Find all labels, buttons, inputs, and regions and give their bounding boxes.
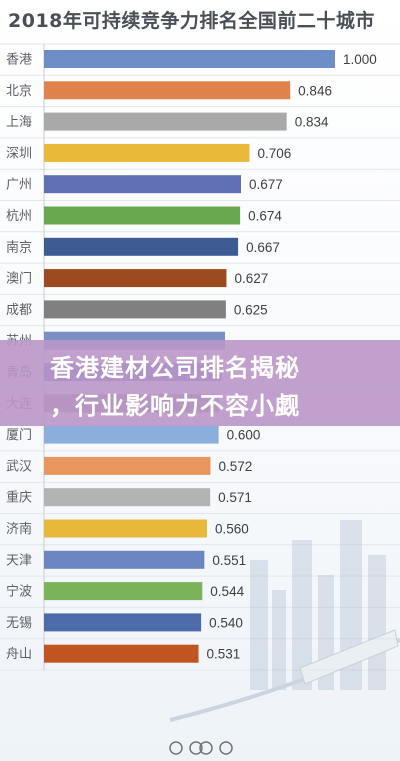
category-label: 天津 bbox=[6, 553, 32, 568]
train-icon bbox=[299, 629, 399, 685]
bike-wheel bbox=[169, 741, 183, 755]
skyline-building bbox=[272, 590, 286, 690]
category-label: 深圳 bbox=[6, 146, 32, 161]
bar bbox=[44, 237, 239, 256]
category-label: 广州 bbox=[6, 178, 32, 193]
bar bbox=[44, 112, 287, 131]
skyline-building bbox=[340, 520, 362, 690]
bar bbox=[44, 582, 203, 601]
bar bbox=[44, 613, 202, 632]
bike-wheel bbox=[189, 741, 203, 755]
bike-wheel bbox=[199, 741, 213, 755]
category-label: 成都 bbox=[6, 303, 32, 318]
cyclist-icon bbox=[169, 741, 233, 755]
bar bbox=[44, 143, 250, 162]
category-label: 澳门 bbox=[6, 271, 32, 287]
value-label: 0.834 bbox=[295, 115, 329, 130]
bar bbox=[44, 425, 219, 444]
category-label: 无锡 bbox=[6, 616, 32, 631]
value-label: 0.540 bbox=[209, 615, 243, 630]
category-label: 香港 bbox=[6, 53, 32, 68]
category-label: 杭州 bbox=[6, 209, 32, 224]
value-label: 0.674 bbox=[248, 209, 282, 224]
bike-wheel bbox=[219, 741, 233, 755]
category-label: 武汉 bbox=[6, 459, 32, 474]
value-label: 1.000 bbox=[343, 52, 377, 67]
bar bbox=[44, 269, 227, 288]
bar bbox=[44, 175, 242, 194]
value-label: 0.551 bbox=[212, 553, 246, 568]
bar bbox=[44, 550, 205, 569]
skyline-building bbox=[292, 540, 312, 690]
value-label: 0.677 bbox=[249, 177, 283, 192]
bar bbox=[44, 300, 226, 319]
bar bbox=[44, 519, 207, 538]
banner-headline-line2: ，行业影响力不容小觑 bbox=[50, 392, 300, 420]
value-label: 0.560 bbox=[215, 522, 249, 537]
overlay-banner: 香港建材公司排名揭秘 ，行业影响力不容小觑 bbox=[0, 340, 400, 426]
value-label: 0.531 bbox=[207, 647, 241, 662]
value-label: 0.706 bbox=[257, 146, 291, 161]
category-label: 厦门 bbox=[6, 428, 32, 443]
value-label: 0.627 bbox=[234, 271, 268, 286]
bar bbox=[44, 644, 199, 663]
bar bbox=[44, 456, 211, 475]
category-label: 南京 bbox=[6, 239, 32, 255]
category-label: 北京 bbox=[6, 84, 32, 99]
skyline-building bbox=[368, 555, 386, 690]
bar bbox=[44, 488, 211, 507]
category-label: 宁波 bbox=[6, 584, 32, 600]
category-label: 济南 bbox=[6, 521, 32, 537]
value-label: 0.572 bbox=[218, 459, 252, 474]
value-label: 0.600 bbox=[227, 428, 261, 443]
banner-headline-line1: 香港建材公司排名揭秘 bbox=[50, 354, 300, 382]
value-label: 0.667 bbox=[246, 240, 280, 255]
skyline-building bbox=[250, 560, 268, 690]
category-label: 重庆 bbox=[6, 490, 32, 506]
bar bbox=[44, 206, 241, 225]
value-label: 0.846 bbox=[298, 83, 332, 98]
category-label: 舟山 bbox=[6, 647, 32, 662]
value-label: 0.571 bbox=[218, 490, 252, 505]
bar bbox=[44, 81, 291, 100]
chart-title: 2018年可持续竞争力排名全国前二十城市 bbox=[8, 10, 375, 32]
bar bbox=[44, 50, 335, 68]
skyline-building bbox=[318, 575, 334, 690]
category-label: 上海 bbox=[6, 115, 32, 130]
value-label: 0.625 bbox=[234, 302, 268, 317]
value-label: 0.544 bbox=[210, 584, 244, 599]
elevated-rail bbox=[169, 638, 400, 722]
skyline-illustration bbox=[169, 520, 400, 722]
